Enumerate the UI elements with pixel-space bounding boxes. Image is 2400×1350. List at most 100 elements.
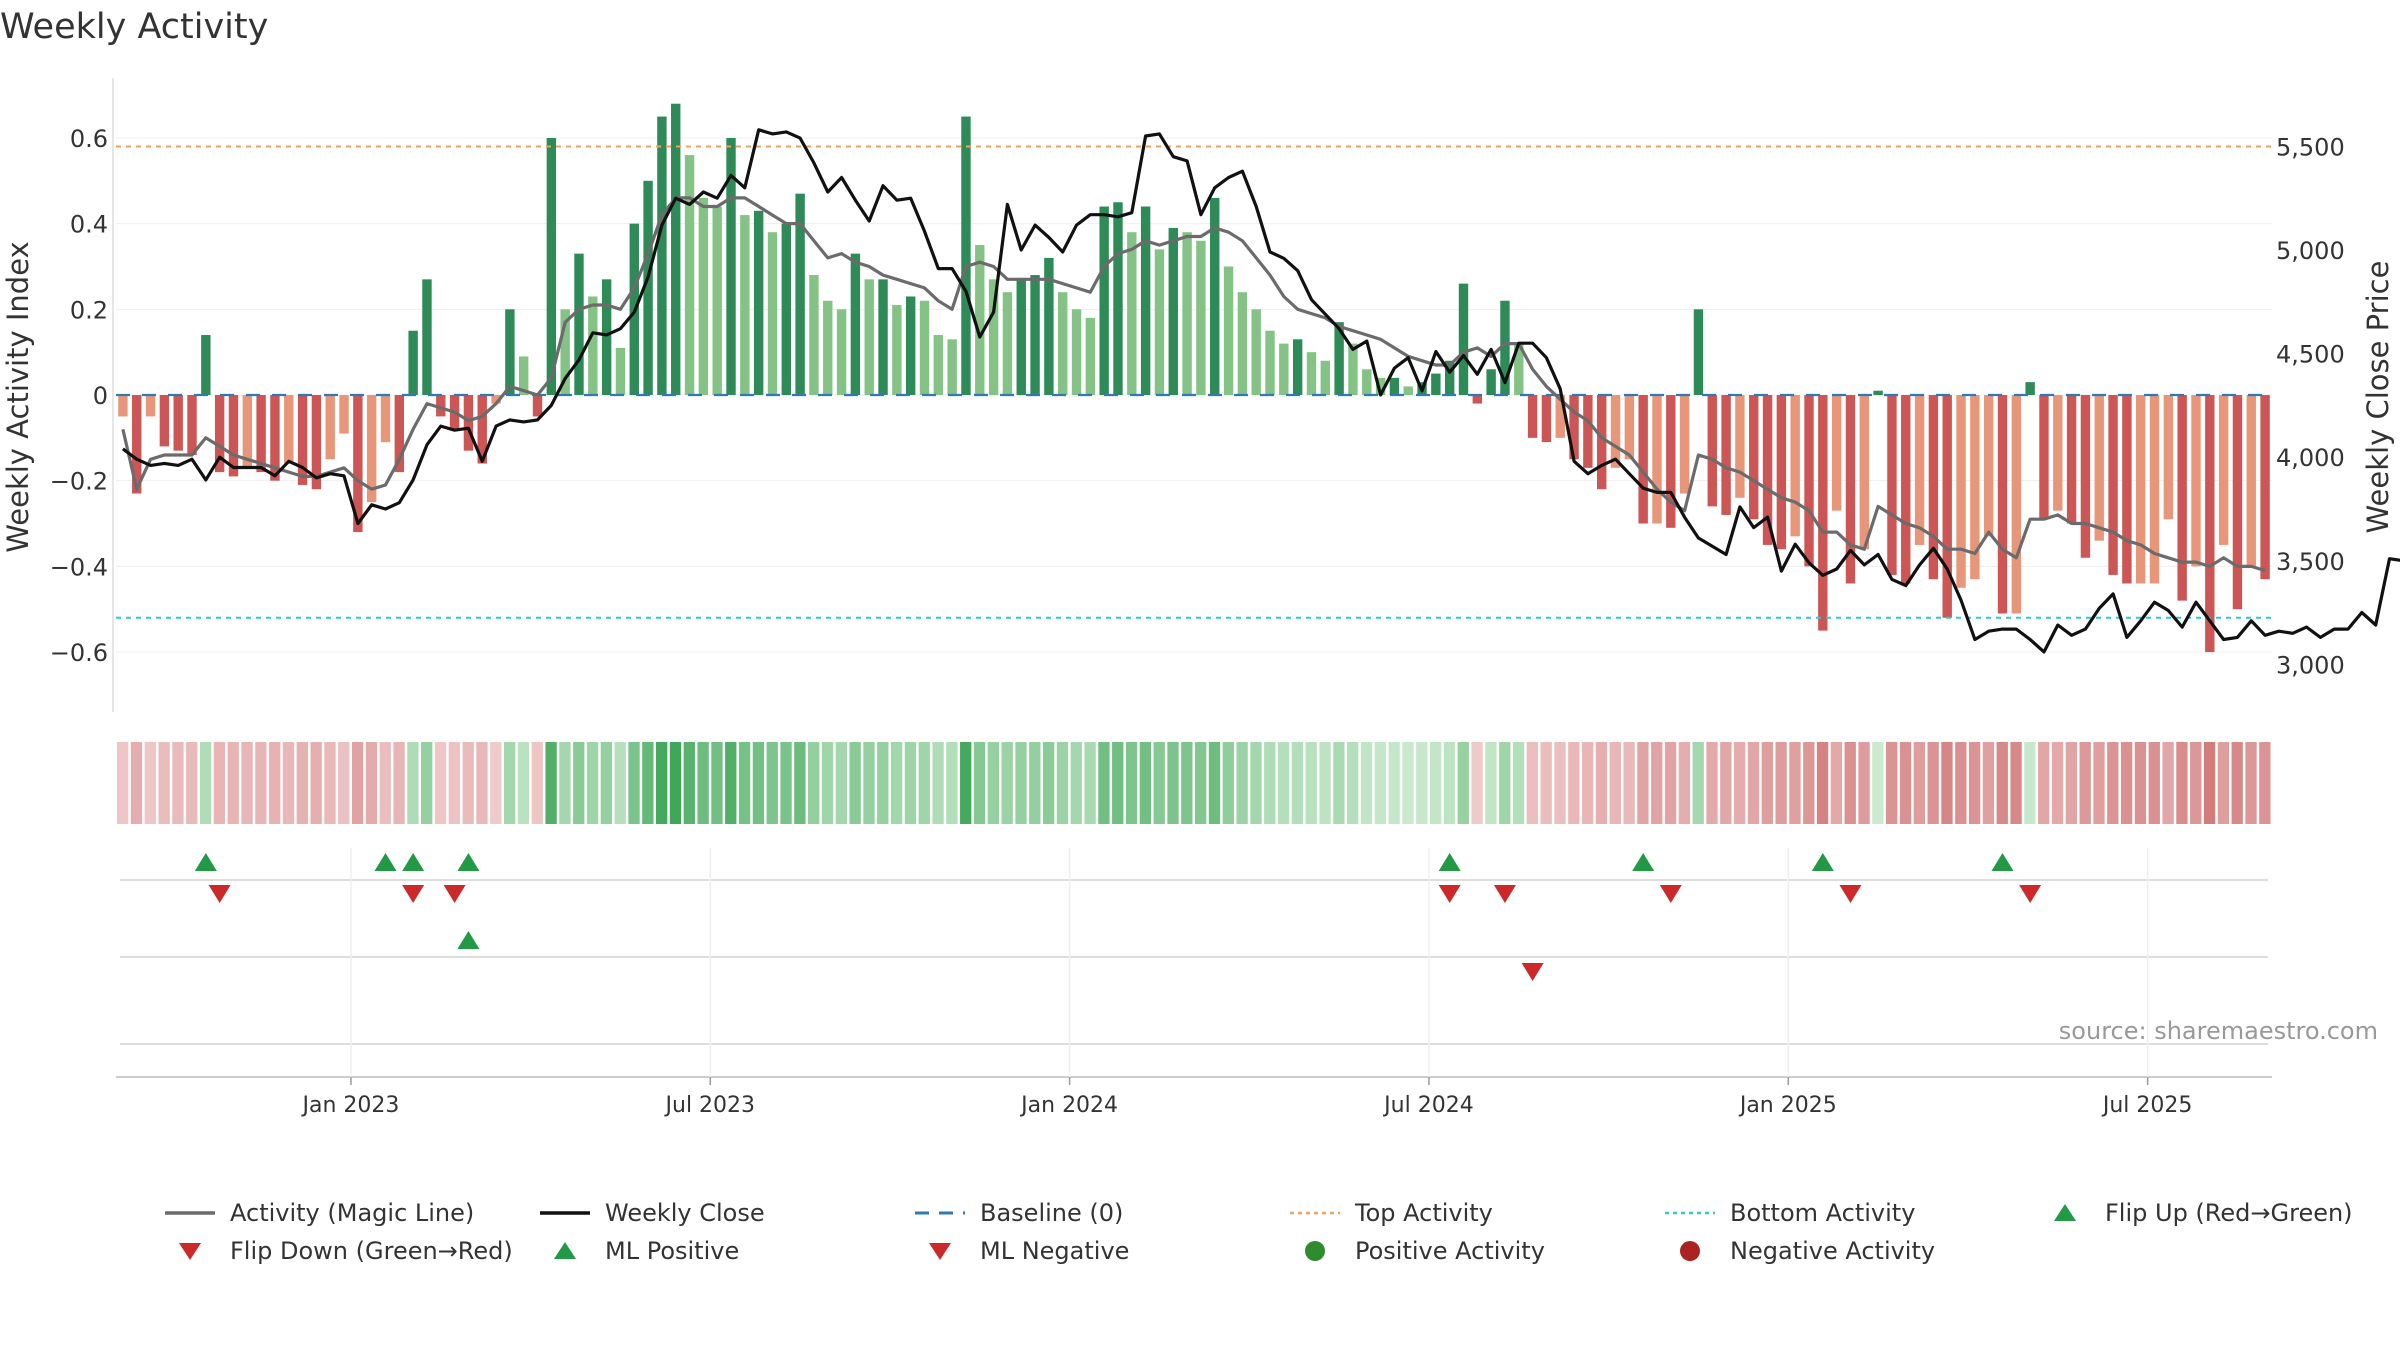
heat-cell <box>821 742 834 824</box>
heat-cell <box>946 742 958 824</box>
activity-bar <box>1804 395 1814 567</box>
heat-cell <box>1416 742 1428 824</box>
activity-bar <box>1044 257 1054 395</box>
activity-bar <box>1541 395 1552 443</box>
activity-bar <box>519 356 529 395</box>
legend-symbol <box>1680 1241 1700 1261</box>
legend-label: Flip Up (Red→Green) <box>2105 1199 2353 1227</box>
x-tick-label: Jul 2023 <box>664 1093 756 1118</box>
legend-item: Flip Down (Green→Red) <box>160 1236 513 1266</box>
heat-cell <box>517 742 530 824</box>
y-tick-label-right: 5,000 <box>2276 237 2345 265</box>
flip-down-marker <box>443 885 466 903</box>
legend-item: Baseline (0) <box>910 1198 1123 1228</box>
heat-cell <box>1374 742 1386 824</box>
activity-bar <box>2039 395 2049 520</box>
flip-up-marker <box>457 853 480 871</box>
activity-bar <box>1140 206 1151 395</box>
heat-cell <box>1844 742 1856 824</box>
heat-cell <box>2107 742 2119 824</box>
y-tick-label-right: 5,500 <box>2276 133 2345 161</box>
activity-bar <box>546 137 557 396</box>
heat-cell <box>241 742 253 824</box>
heat-cell <box>1001 742 1013 824</box>
flip-down-marker <box>1493 885 1516 903</box>
activity-bar <box>905 296 916 395</box>
heat-cell <box>2024 742 2036 824</box>
legend-item: Positive Activity <box>1285 1236 1545 1266</box>
heat-cell <box>1029 742 1041 824</box>
heat-cell <box>393 742 405 824</box>
activity-bar <box>1514 343 1524 395</box>
activity-bar <box>270 395 280 481</box>
heat-cell <box>573 742 585 824</box>
event-markers-panel <box>116 848 2272 1078</box>
heat-cell <box>2217 742 2230 824</box>
activity-bar <box>1845 395 1856 584</box>
flip-down-marker <box>1839 885 1862 903</box>
flip-up-marker <box>402 853 425 871</box>
heat-cell <box>1471 742 1483 824</box>
heat-cell <box>780 742 792 824</box>
activity-bar <box>1334 322 1344 395</box>
y-tick-label-right: 4,500 <box>2276 341 2345 369</box>
heat-cell <box>1581 742 1594 824</box>
heat-cell <box>835 742 847 824</box>
y-tick-label-left: 0.2 <box>70 296 108 324</box>
heat-cell <box>296 742 308 824</box>
activity-bar <box>988 279 999 395</box>
legend-label: Baseline (0) <box>980 1199 1124 1227</box>
activity-bar <box>1873 390 1883 395</box>
activity-bar <box>1251 309 1261 395</box>
heat-cell <box>600 742 613 824</box>
heat-cell <box>1540 742 1552 824</box>
activity-bar <box>228 395 239 477</box>
activity-bar <box>1016 279 1026 395</box>
legend-symbol <box>1665 1211 1715 1215</box>
heat-cell <box>1955 742 1967 824</box>
heat-cell <box>2051 742 2064 824</box>
heat-cell <box>656 742 668 824</box>
legend-item: Bottom Activity <box>1660 1198 1915 1228</box>
activity-bar <box>1168 227 1178 395</box>
activity-bar <box>1127 232 1137 395</box>
activity-bar <box>1444 360 1455 395</box>
activity-bar <box>1279 343 1289 395</box>
activity-bar <box>643 180 653 395</box>
heat-cell <box>2162 742 2174 824</box>
activity-bar <box>325 395 335 460</box>
y-tick-label-left: 0.4 <box>70 211 108 239</box>
activity-bar <box>1527 395 1538 438</box>
heat-cell <box>1125 742 1138 824</box>
activity-bar <box>1472 395 1483 404</box>
heat-cell <box>490 742 502 824</box>
heat-cell <box>2079 742 2091 824</box>
activity-bar <box>1085 317 1096 395</box>
heat-cell <box>545 742 557 824</box>
activity-bar <box>1859 395 1869 550</box>
heat-cell <box>158 742 170 824</box>
legend-item: Activity (Magic Line) <box>160 1198 474 1228</box>
legend-symbol <box>179 1243 201 1260</box>
activity-bar <box>256 395 266 473</box>
activity-bar <box>1362 369 1372 395</box>
activity-bar <box>740 215 750 395</box>
activity-bar <box>1942 395 1952 618</box>
activity-bar <box>436 395 446 417</box>
heat-cell <box>1651 742 1663 824</box>
heat-cell <box>2010 742 2022 824</box>
activity-bar <box>532 395 543 417</box>
activity-bar <box>2080 395 2091 558</box>
activity-bar <box>1375 377 1386 395</box>
activity-bar <box>408 330 418 395</box>
activity-bar <box>1292 339 1303 395</box>
activity-bar <box>615 347 626 395</box>
heat-cell <box>503 742 516 824</box>
activity-bar <box>366 395 377 503</box>
legend-circle <box>1680 1241 1700 1261</box>
heat-cell <box>1830 742 1843 824</box>
heat-cell <box>1941 742 1953 824</box>
heat-cell <box>2093 742 2105 824</box>
legend-triangle-up <box>554 1242 576 1259</box>
heat-cell <box>669 742 682 824</box>
